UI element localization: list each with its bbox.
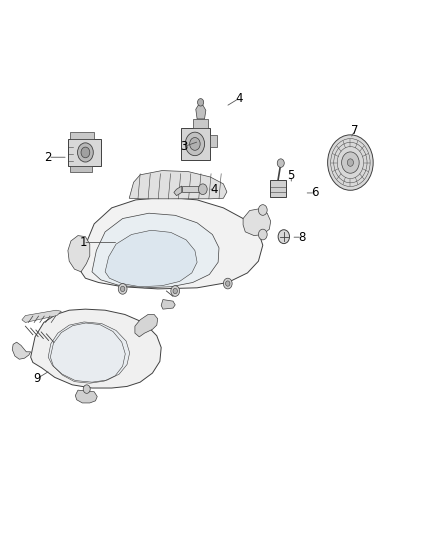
Circle shape xyxy=(81,147,90,158)
Polygon shape xyxy=(135,314,158,337)
Circle shape xyxy=(190,138,200,150)
Polygon shape xyxy=(174,186,182,196)
Polygon shape xyxy=(210,135,217,147)
Circle shape xyxy=(223,278,232,289)
Text: 2: 2 xyxy=(44,151,52,164)
Text: 4: 4 xyxy=(235,92,243,105)
Polygon shape xyxy=(193,119,208,128)
Circle shape xyxy=(347,159,353,166)
Circle shape xyxy=(185,132,205,156)
Circle shape xyxy=(198,184,207,195)
Polygon shape xyxy=(92,213,219,288)
Polygon shape xyxy=(31,309,161,388)
Circle shape xyxy=(198,99,204,106)
Polygon shape xyxy=(68,139,101,166)
Circle shape xyxy=(277,159,284,167)
Polygon shape xyxy=(12,342,31,359)
Text: 4: 4 xyxy=(211,183,219,196)
Polygon shape xyxy=(243,209,271,236)
Polygon shape xyxy=(181,128,210,160)
Polygon shape xyxy=(270,180,286,197)
Circle shape xyxy=(120,286,125,292)
Polygon shape xyxy=(196,105,206,119)
Text: 7: 7 xyxy=(351,124,359,137)
Polygon shape xyxy=(81,197,263,289)
Circle shape xyxy=(83,385,90,393)
Text: 6: 6 xyxy=(311,187,319,199)
Circle shape xyxy=(173,288,177,294)
Circle shape xyxy=(78,143,93,162)
Polygon shape xyxy=(105,230,197,287)
Circle shape xyxy=(171,286,180,296)
Polygon shape xyxy=(48,322,130,382)
Polygon shape xyxy=(70,132,94,139)
Text: 8: 8 xyxy=(299,231,306,244)
Circle shape xyxy=(118,284,127,294)
Circle shape xyxy=(258,205,267,215)
Circle shape xyxy=(258,229,267,240)
Text: 5: 5 xyxy=(288,169,295,182)
Circle shape xyxy=(278,230,290,244)
Polygon shape xyxy=(129,171,227,199)
Polygon shape xyxy=(75,390,97,403)
Circle shape xyxy=(226,281,230,286)
Text: 3: 3 xyxy=(180,140,187,153)
Text: 1: 1 xyxy=(79,236,87,249)
Polygon shape xyxy=(70,166,92,172)
Polygon shape xyxy=(68,236,90,272)
Circle shape xyxy=(342,152,359,173)
Text: 9: 9 xyxy=(33,372,41,385)
Polygon shape xyxy=(161,300,175,309)
Polygon shape xyxy=(182,186,199,192)
Polygon shape xyxy=(22,310,61,322)
Circle shape xyxy=(328,135,373,190)
